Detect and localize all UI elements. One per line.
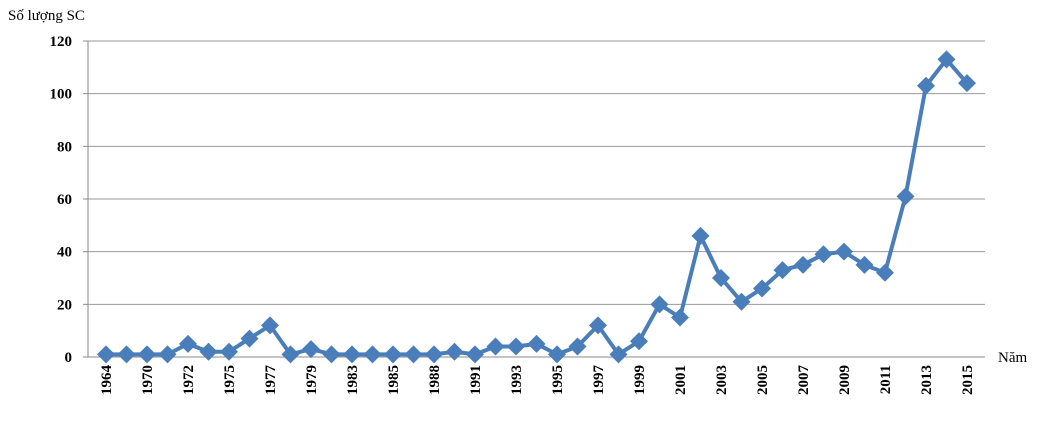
y-tick-label: 20: [57, 297, 72, 313]
data-marker: [814, 245, 833, 264]
y-tick-label: 120: [50, 34, 73, 50]
data-marker: [917, 76, 935, 95]
x-tick-label: 2013: [919, 365, 935, 395]
data-marker: [650, 295, 669, 314]
data-marker: [937, 50, 956, 69]
data-marker: [958, 74, 976, 93]
data-marker: [630, 332, 648, 351]
data-marker: [343, 345, 361, 364]
data-marker: [855, 255, 874, 274]
data-marker: [712, 269, 730, 287]
data-marker: [466, 345, 484, 364]
x-tick-label: 1975: [222, 365, 238, 395]
data-marker: [896, 187, 915, 206]
data-marker: [527, 334, 546, 353]
x-tick-label: 2015: [960, 365, 976, 395]
data-marker: [507, 337, 525, 356]
data-marker: [486, 337, 505, 356]
data-marker: [117, 345, 136, 364]
x-tick-label: 2007: [796, 365, 812, 396]
data-marker: [732, 292, 751, 311]
data-marker: [261, 316, 279, 335]
y-axis-title: Số lượng SC: [8, 8, 85, 24]
series-line: [106, 57, 969, 357]
data-marker: [199, 342, 218, 361]
y-tick-label: 80: [57, 139, 72, 155]
data-marker: [384, 345, 402, 364]
data-marker: [609, 345, 628, 364]
data-marker: [425, 345, 443, 364]
data-marker: [158, 345, 177, 364]
data-marker: [97, 345, 115, 364]
y-tick-label: 60: [57, 192, 72, 208]
x-tick-label: 2001: [673, 365, 689, 395]
x-tick-label: 1993: [509, 365, 525, 395]
x-tick-label: 1999: [632, 365, 648, 395]
x-tick-label: 2003: [714, 365, 730, 395]
data-marker: [691, 226, 710, 245]
data-marker: [138, 345, 156, 364]
data-marker: [404, 345, 423, 364]
data-marker: [794, 255, 812, 274]
data-marker: [773, 261, 792, 280]
data-marker: [671, 308, 689, 327]
y-tick-label: 40: [57, 245, 72, 261]
data-marker: [179, 334, 197, 353]
data-marker: [322, 345, 341, 364]
x-tick-label: 2011: [878, 365, 894, 394]
data-marker: [568, 337, 587, 356]
data-marker: [363, 345, 382, 364]
x-tick-label: 1970: [140, 365, 156, 395]
x-tick-label: 1979: [304, 365, 320, 395]
data-marker: [302, 340, 320, 359]
x-tick-label: 1983: [345, 365, 361, 395]
y-tick-label: 100: [50, 87, 73, 103]
x-tick-label: 1988: [427, 365, 443, 395]
data-marker: [220, 342, 238, 361]
x-tick-label: 1964: [99, 365, 115, 396]
data-marker: [445, 342, 464, 361]
data-marker: [548, 345, 566, 364]
data-marker: [240, 329, 259, 348]
x-tick-label: 2005: [755, 365, 771, 395]
x-tick-label: 1977: [263, 365, 279, 396]
x-tick-label: 1985: [386, 365, 402, 395]
x-tick-label: 1991: [468, 365, 484, 395]
x-tick-label: 2009: [837, 365, 853, 395]
x-axis-title: Năm: [998, 350, 1027, 366]
data-marker: [876, 263, 894, 282]
data-marker: [835, 242, 853, 261]
data-marker: [753, 279, 771, 298]
x-tick-label: 1972: [181, 365, 197, 395]
data-marker: [281, 345, 300, 364]
x-tick-label: 1997: [591, 365, 607, 396]
y-tick-label: 0: [65, 350, 73, 366]
data-marker: [589, 316, 607, 335]
x-tick-label: 1995: [550, 365, 566, 395]
